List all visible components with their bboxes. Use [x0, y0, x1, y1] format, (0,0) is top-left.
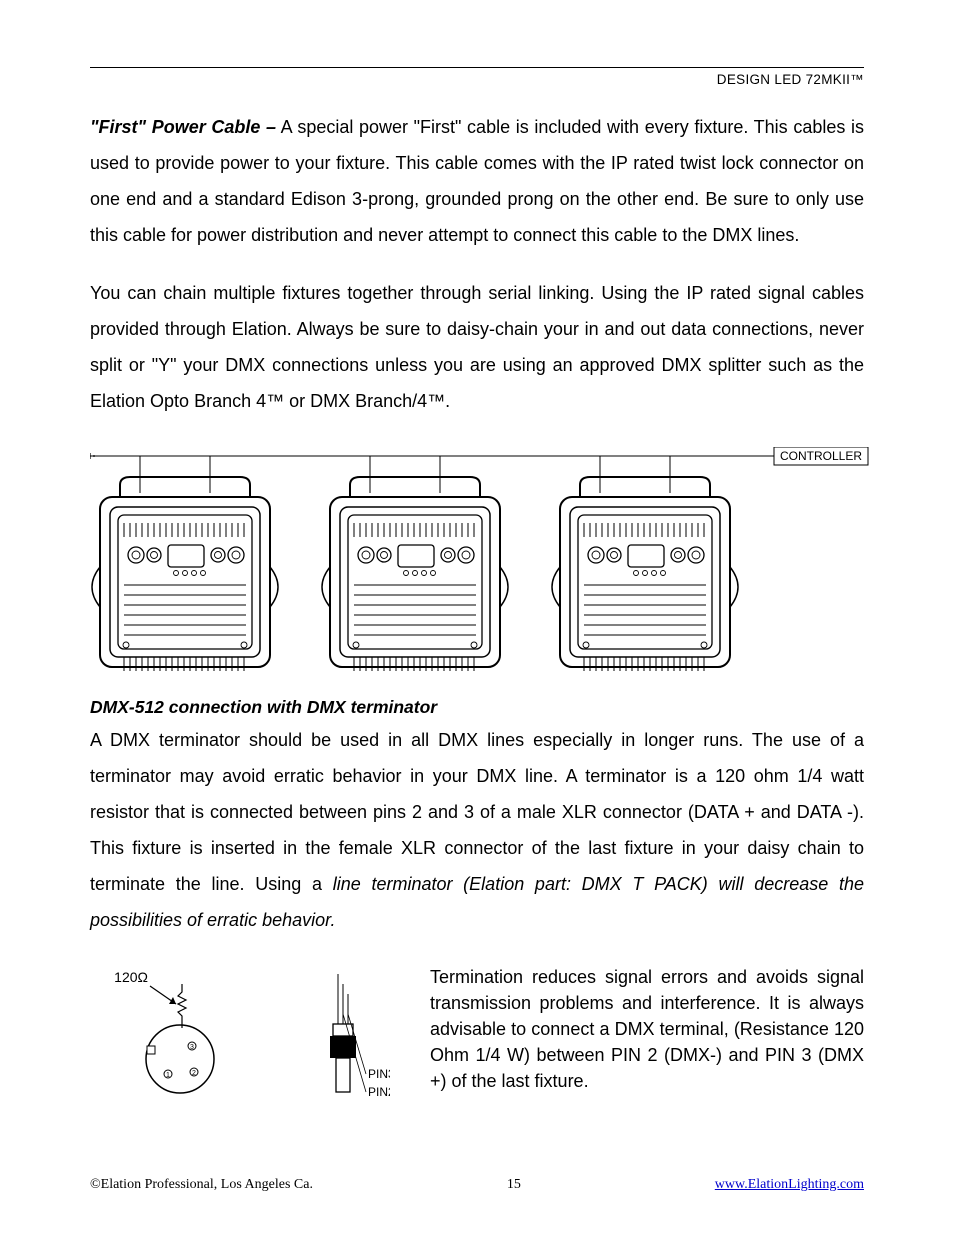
- fixture-1: [92, 477, 278, 671]
- paragraph-3-text: A DMX terminator should be used in all D…: [90, 730, 864, 894]
- paragraph-1-lead: "First" Power Cable –: [90, 117, 276, 137]
- paragraph-2: You can chain multiple fixtures together…: [90, 275, 864, 419]
- ohm-label: 120Ω: [114, 969, 148, 985]
- daisy-chain-svg: CONTROLLER: [90, 447, 870, 677]
- daisy-chain-diagram: CONTROLLER: [90, 447, 864, 677]
- page: DESIGN LED 72MKII™ "First" Power Cable –…: [0, 0, 954, 1235]
- fixture-3: [552, 477, 738, 671]
- terminator-row: 1 2 3 120Ω PIN3 PIN2 Termination reduces: [90, 964, 864, 1114]
- page-number: 15: [507, 1177, 521, 1193]
- terminator-paragraph: Termination reduces signal errors and av…: [430, 964, 864, 1094]
- svg-text:3: 3: [190, 1044, 194, 1051]
- paragraph-3: A DMX terminator should be used in all D…: [90, 722, 864, 938]
- svg-text:1: 1: [166, 1072, 170, 1079]
- paragraph-1: "First" Power Cable – A special power "F…: [90, 109, 864, 253]
- footer-link[interactable]: www.ElationLighting.com: [715, 1177, 864, 1193]
- dmx-subheading: DMX-512 connection with DMX terminator: [90, 697, 864, 718]
- controller-label: CONTROLLER: [780, 449, 862, 463]
- svg-text:2: 2: [192, 1070, 196, 1077]
- header-rule: [90, 67, 864, 68]
- header-title: DESIGN LED 72MKII™: [90, 72, 864, 87]
- pin3-label: PIN3: [368, 1067, 390, 1081]
- pin2-label: PIN2: [368, 1085, 390, 1099]
- terminator-diagram: 1 2 3 120Ω PIN3 PIN2: [90, 964, 390, 1114]
- footer-left: ©Elation Professional, Los Angeles Ca.: [90, 1177, 313, 1193]
- footer: ©Elation Professional, Los Angeles Ca. 1…: [90, 1177, 864, 1193]
- fixture-2: [322, 477, 508, 671]
